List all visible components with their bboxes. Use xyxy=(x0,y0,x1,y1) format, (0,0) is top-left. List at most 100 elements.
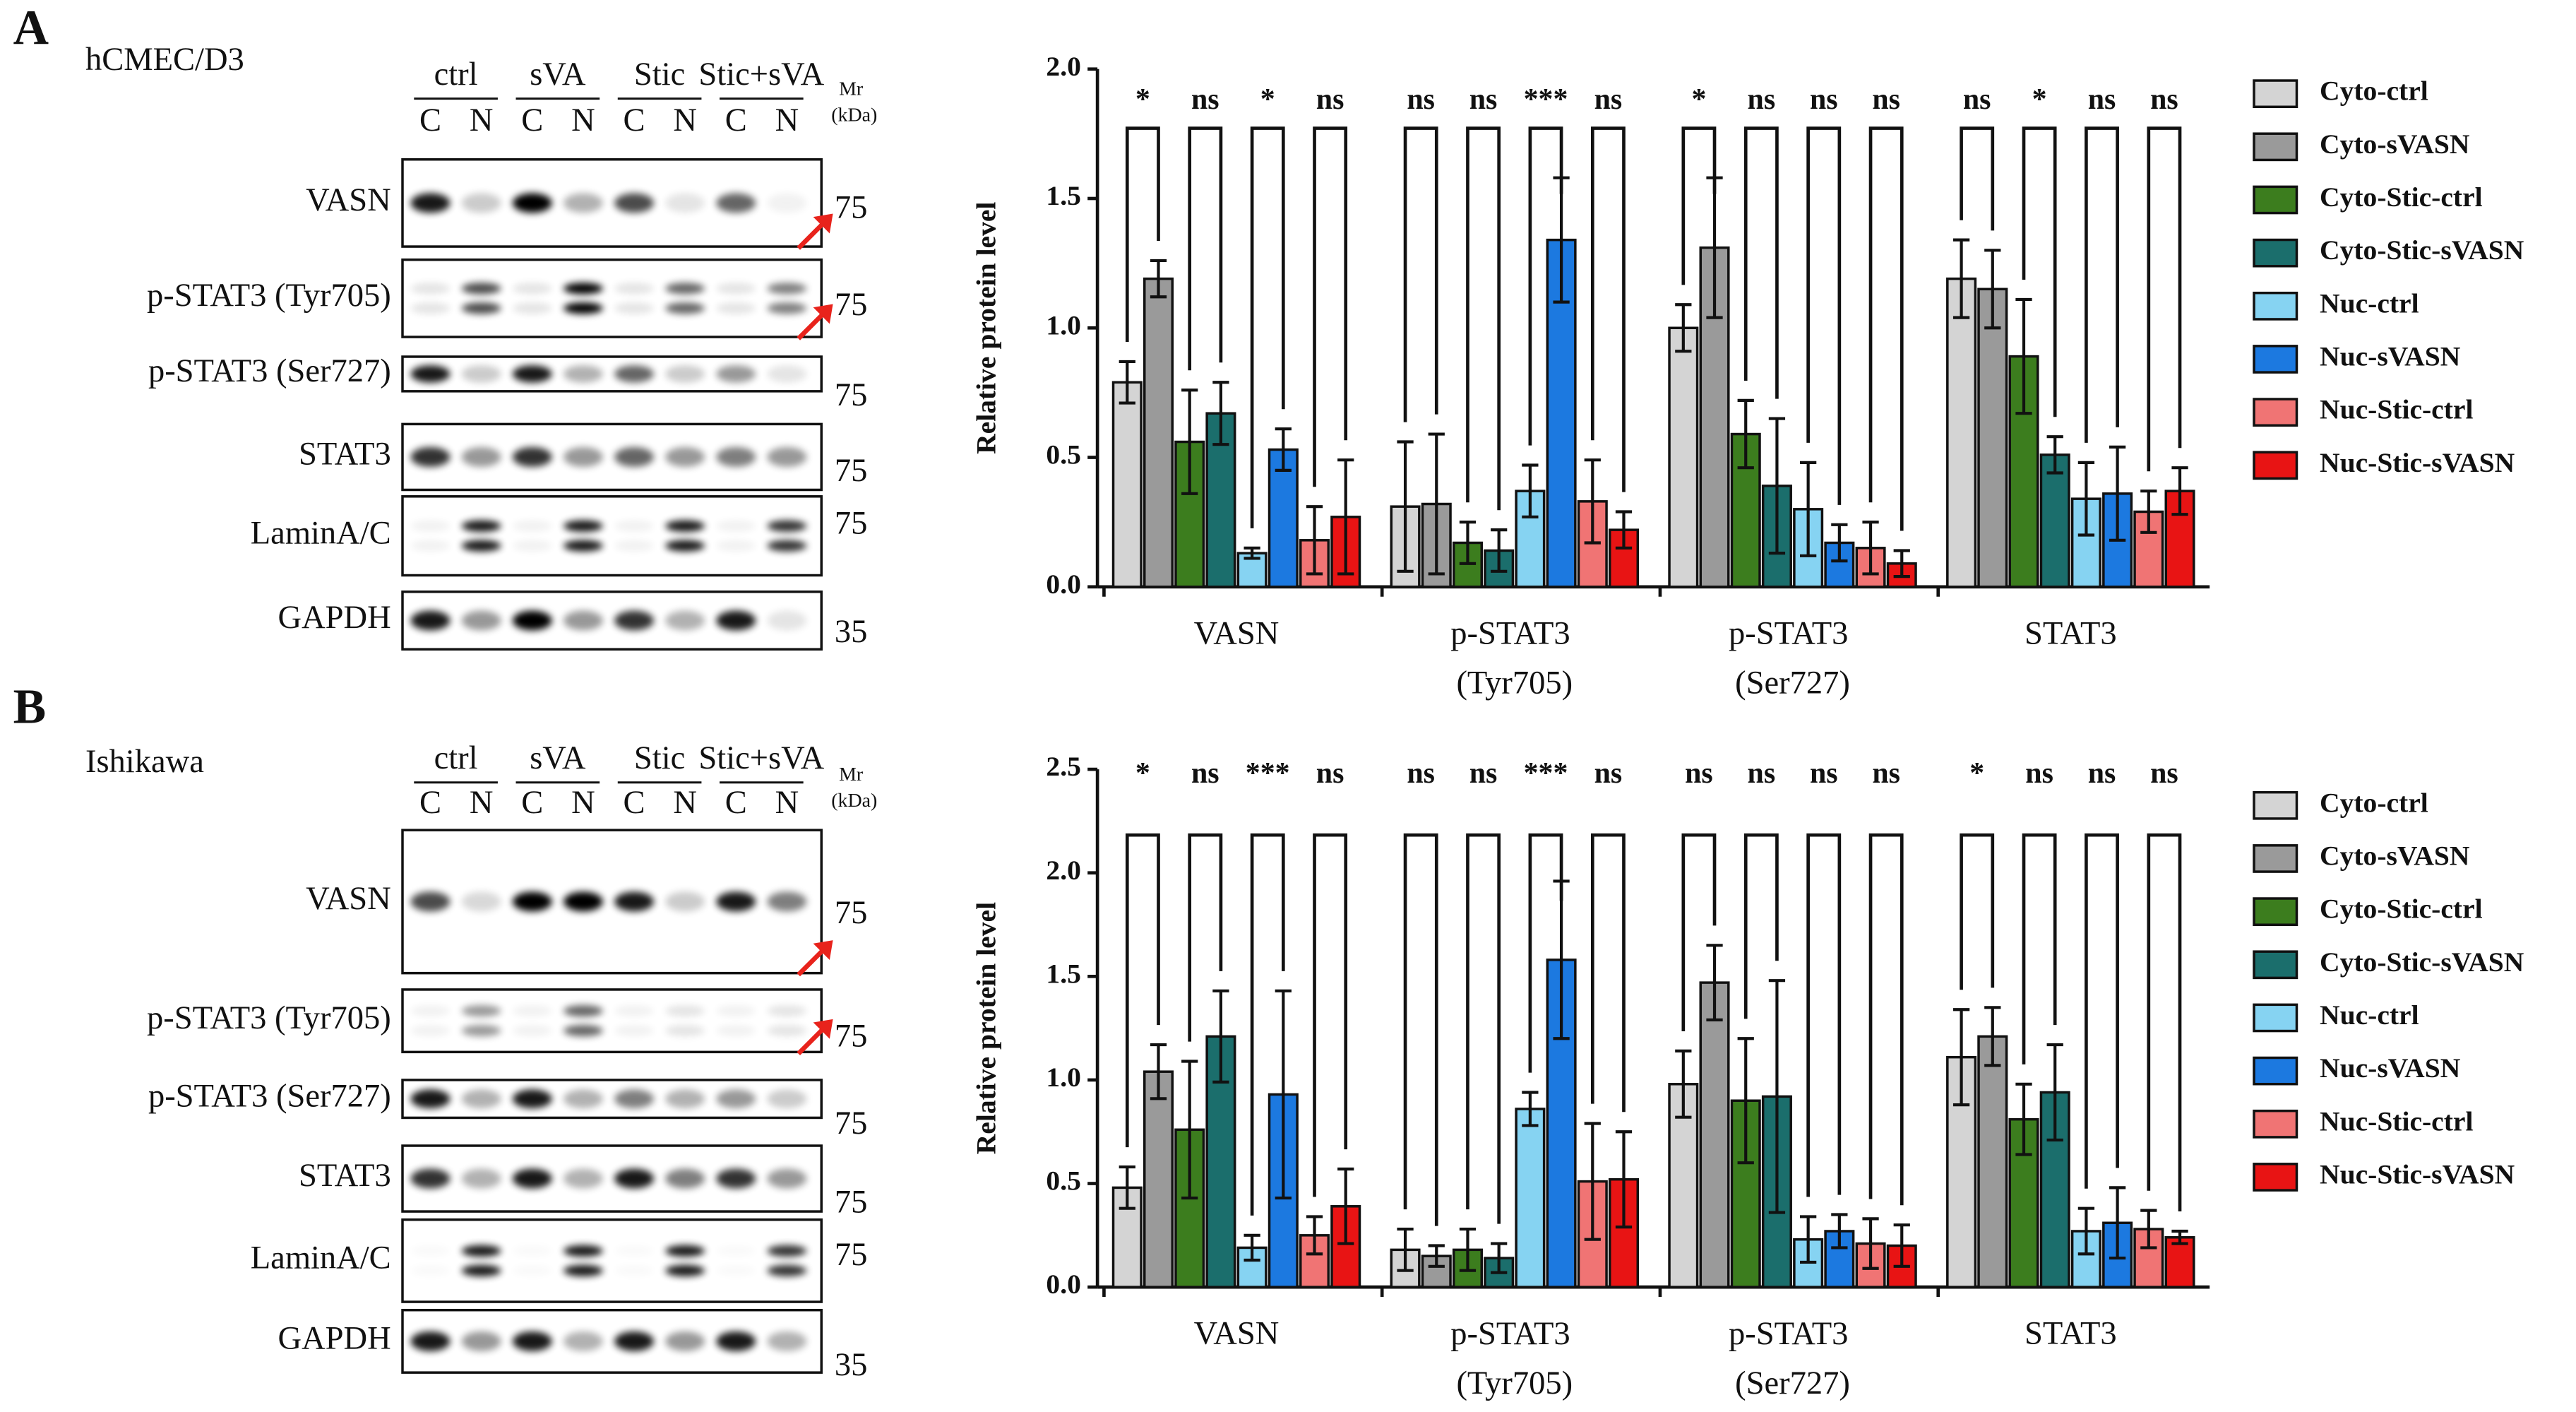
sig-bracket xyxy=(1466,126,1501,511)
error-bar xyxy=(1737,398,1754,470)
blot-band xyxy=(614,193,654,213)
blot-frame xyxy=(401,258,823,338)
legend-label: Cyto-sVASN xyxy=(2320,129,2470,160)
blot-band xyxy=(716,1089,756,1109)
sig-label: ns xyxy=(2150,757,2178,790)
error-bar xyxy=(1306,1215,1323,1256)
y-tick-label: 2.5 xyxy=(1046,751,1080,782)
blot-band xyxy=(716,365,756,383)
blot-band xyxy=(461,1245,501,1257)
error-bar xyxy=(2015,297,2032,415)
group-label: sVA xyxy=(530,740,586,776)
sig-label: *** xyxy=(1524,757,1568,790)
legend-label: Cyto-Stic-ctrl xyxy=(2320,894,2483,925)
blot-frame xyxy=(401,1218,823,1303)
error-bar xyxy=(1522,1091,1539,1127)
error-bar xyxy=(2171,1229,2188,1245)
sig-label: ns xyxy=(1872,83,1900,116)
lane-label: N xyxy=(470,102,494,138)
error-bar xyxy=(1952,1008,1970,1107)
sig-label: ns xyxy=(1191,83,1220,116)
group-label: Stic+sVA xyxy=(698,740,824,776)
x-tick-label: STAT3 xyxy=(2025,1316,2117,1352)
protein-label: VASN xyxy=(306,881,391,917)
sig-bracket xyxy=(1250,833,1285,1216)
y-tick-label: 0.5 xyxy=(1046,1165,1080,1197)
mw-label: 75 xyxy=(835,453,868,489)
blot-band xyxy=(716,891,756,912)
error-bar xyxy=(1984,1006,2001,1067)
blot-band xyxy=(410,1005,451,1017)
x-tick-line: p-STAT3 xyxy=(1729,615,1856,651)
sig-bracket xyxy=(1743,126,1779,399)
lane-label: N xyxy=(673,785,697,821)
group-label: sVA xyxy=(530,57,586,93)
blot-band xyxy=(614,891,654,912)
legend-label: Cyto-ctrl xyxy=(2320,787,2428,818)
error-bar xyxy=(1212,381,1229,446)
lane-label: C xyxy=(419,102,441,138)
blot-band xyxy=(512,283,552,295)
blot-band xyxy=(716,1331,756,1351)
mw-label: 75 xyxy=(835,505,868,541)
protein-label: GAPDH xyxy=(278,1321,390,1357)
blot-band xyxy=(461,302,501,314)
blot-band xyxy=(461,520,501,532)
blot-band xyxy=(614,540,654,552)
error-bar xyxy=(1119,1165,1135,1210)
sig-bracket xyxy=(1403,126,1438,422)
sig-label: ns xyxy=(1748,757,1776,790)
lane-label: C xyxy=(521,785,543,821)
error-bar xyxy=(1615,510,1633,550)
red-arrow xyxy=(797,940,833,977)
blot-band xyxy=(665,1024,705,1037)
cell-line: Ishikawa xyxy=(85,744,204,780)
y-tick-label: 1.0 xyxy=(1046,1062,1080,1093)
sig-bracket xyxy=(1403,833,1438,1226)
blot-band xyxy=(665,1168,705,1189)
mw-label: 75 xyxy=(835,1184,868,1220)
red-arrow xyxy=(797,304,833,340)
blot-band xyxy=(461,1168,501,1189)
blot-band xyxy=(512,1005,552,1017)
blot-band xyxy=(512,1089,552,1109)
blot-band xyxy=(716,520,756,532)
blot-band xyxy=(614,1024,654,1037)
blot-band xyxy=(665,302,705,314)
error-bar xyxy=(2046,1043,2063,1142)
protein-label: p-STAT3 (Tyr705) xyxy=(147,278,391,314)
sig-label: ns xyxy=(1316,83,1344,116)
blot-band xyxy=(614,302,654,314)
lane-label: C xyxy=(624,785,645,821)
group-label: Stic xyxy=(634,740,685,776)
protein-label: GAPDH xyxy=(278,600,390,636)
blot-band xyxy=(767,540,807,552)
error-bar xyxy=(2077,1206,2095,1256)
legend-swatch xyxy=(2253,844,2298,873)
sig-bracket xyxy=(2022,833,2057,1064)
error-bar xyxy=(2171,466,2188,516)
blot-band xyxy=(410,1331,451,1351)
sig-label: ns xyxy=(1810,757,1838,790)
legend-label: Nuc-sVASN xyxy=(2320,341,2461,372)
error-bar xyxy=(1952,238,1970,319)
sig-bracket xyxy=(1681,126,1717,285)
error-bar xyxy=(1397,1227,1414,1272)
error-bar xyxy=(1893,549,1910,579)
protein-label: VASN xyxy=(306,182,391,218)
y-tick-label: 0.0 xyxy=(1046,1269,1080,1300)
sig-bracket xyxy=(1590,833,1626,1113)
x-tick-line: (Tyr705) xyxy=(1456,1365,1573,1401)
error-bar xyxy=(1675,1049,1692,1119)
blot-band xyxy=(716,1265,756,1276)
sig-bracket xyxy=(1250,126,1285,528)
sig-bracket xyxy=(1125,833,1160,1148)
error-bar xyxy=(1306,505,1323,576)
y-tick-label: 0.5 xyxy=(1046,439,1080,470)
lane-label: C xyxy=(521,102,543,138)
lane-label: N xyxy=(775,102,799,138)
blot-band xyxy=(461,1331,501,1351)
x-tick-line: (Ser727) xyxy=(1735,1365,1850,1401)
legend-label: Cyto-ctrl xyxy=(2320,76,2428,107)
